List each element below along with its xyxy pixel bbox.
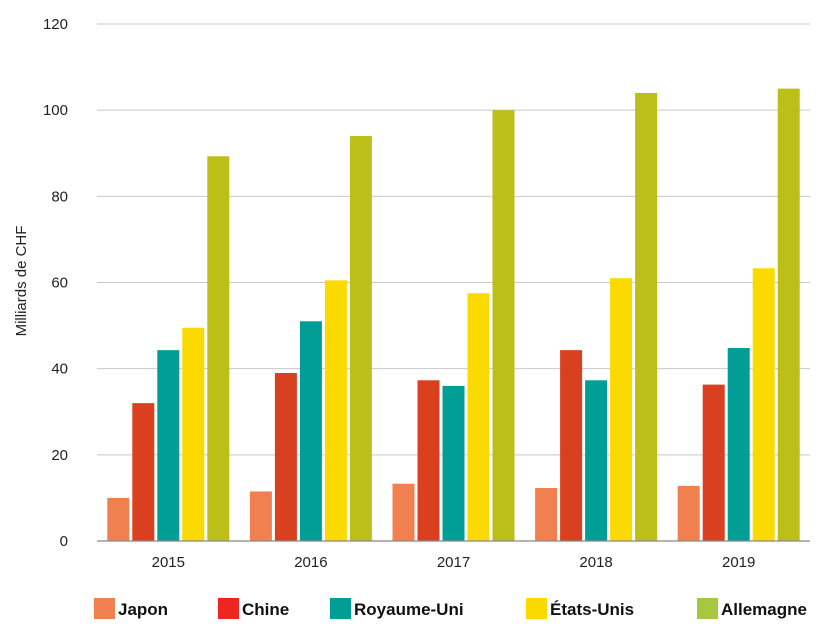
bar bbox=[107, 497, 130, 541]
legend-label: Allemagne bbox=[721, 600, 807, 619]
bar bbox=[182, 327, 205, 541]
bar bbox=[492, 110, 515, 542]
bar bbox=[392, 483, 415, 541]
bar bbox=[324, 280, 347, 541]
bar bbox=[207, 156, 230, 541]
legend-swatch bbox=[697, 598, 718, 619]
axes: 0 20 40 60 80 100 120 2015 2016 2017 2018 2019 bbox=[43, 16, 810, 571]
legend-label: Japon bbox=[118, 600, 168, 619]
bar bbox=[299, 321, 322, 541]
legend-label: Royaume-Uni bbox=[354, 600, 464, 619]
bars bbox=[107, 88, 800, 542]
x-tick-label: 2016 bbox=[294, 554, 327, 571]
legend-swatch bbox=[218, 598, 239, 619]
bar bbox=[132, 403, 155, 541]
y-axis-title: Milliards de CHF bbox=[13, 226, 30, 337]
x-tick-label: 2015 bbox=[152, 554, 185, 571]
bar bbox=[274, 372, 297, 541]
bar bbox=[249, 491, 272, 541]
legend-swatch bbox=[526, 598, 547, 619]
legend-swatch bbox=[330, 598, 351, 619]
legend-label: Chine bbox=[242, 600, 289, 619]
bar bbox=[535, 488, 558, 541]
y-tick-label: 20 bbox=[51, 447, 68, 464]
x-tick-label: 2018 bbox=[579, 554, 612, 571]
bar bbox=[752, 268, 775, 541]
y-tick-label: 100 bbox=[43, 102, 68, 119]
y-tick-label: 40 bbox=[51, 361, 68, 378]
bar bbox=[635, 92, 658, 541]
bar bbox=[702, 384, 725, 541]
bar bbox=[610, 278, 633, 541]
y-tick-label: 120 bbox=[43, 16, 68, 33]
bar bbox=[417, 380, 440, 541]
bar bbox=[442, 385, 465, 541]
bar bbox=[560, 350, 583, 541]
x-tick-label: 2017 bbox=[437, 554, 470, 571]
bar bbox=[157, 350, 180, 541]
legend-swatch bbox=[94, 598, 115, 619]
bar bbox=[727, 347, 750, 541]
y-tick-label: 80 bbox=[51, 188, 68, 205]
bar bbox=[349, 136, 372, 541]
legend: Japon Chine Royaume-Uni États-Unis Allemagne bbox=[94, 598, 807, 619]
bar bbox=[467, 293, 490, 541]
y-tick-label: 0 bbox=[60, 533, 68, 550]
bar bbox=[677, 485, 700, 541]
bar bbox=[777, 88, 800, 541]
y-tick-label: 60 bbox=[51, 275, 68, 292]
bar bbox=[585, 380, 608, 541]
x-tick-label: 2019 bbox=[722, 554, 755, 571]
legend-label: États-Unis bbox=[550, 600, 634, 619]
